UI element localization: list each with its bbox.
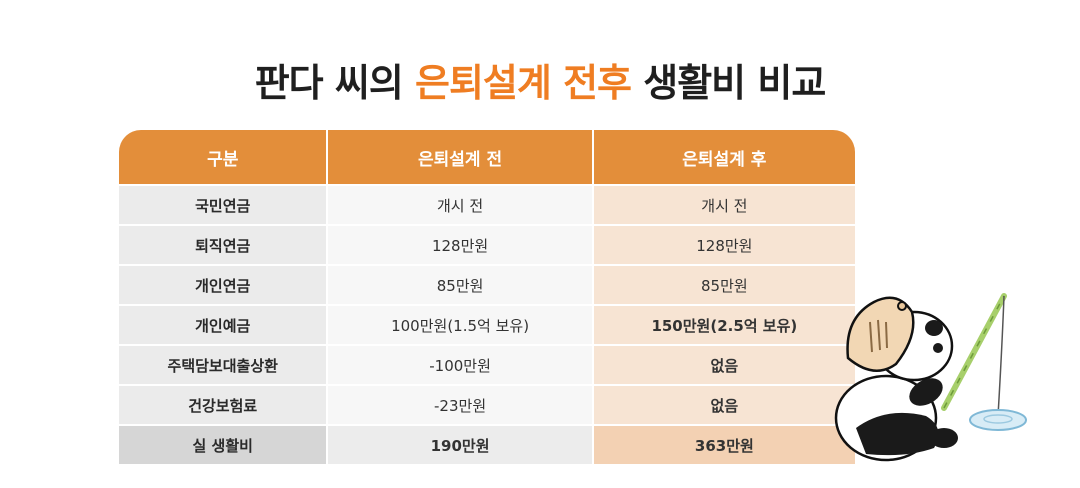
before-value: 100만원(1.5억 보유): [328, 306, 594, 344]
row-label: 주택담보대출상환: [119, 346, 329, 384]
after-value: 없음: [593, 346, 855, 384]
before-value: 190만원: [328, 426, 594, 464]
before-value: 85만원: [328, 266, 594, 304]
page-title: 판다 씨의 은퇴설계 전후 생활비 비교: [0, 52, 1080, 107]
row-label: 건강보험료: [119, 386, 329, 424]
after-value: 없음: [593, 386, 855, 424]
header-before: 은퇴설계 전: [328, 130, 594, 184]
header-after: 은퇴설계 후: [593, 130, 855, 184]
total-row: 실 생활비 190만원 363만원: [119, 424, 855, 464]
header-category: 구분: [119, 130, 329, 184]
table-row: 주택담보대출상환 -100만원 없음: [119, 344, 855, 384]
row-label: 국민연금: [119, 186, 329, 224]
after-value: 363만원: [593, 426, 855, 464]
table-row: 퇴직연금 128만원 128만원: [119, 224, 855, 264]
row-label: 퇴직연금: [119, 226, 329, 264]
before-value: -23만원: [328, 386, 594, 424]
row-label: 개인예금: [119, 306, 329, 344]
title-part2: 생활비 비교: [643, 61, 826, 105]
table-row: 국민연금 개시 전 개시 전: [119, 184, 855, 224]
after-value: 128만원: [593, 226, 855, 264]
row-label: 개인연금: [119, 266, 329, 304]
after-value: 85만원: [593, 266, 855, 304]
table-row: 개인연금 85만원 85만원: [119, 264, 855, 304]
after-value: 개시 전: [593, 186, 855, 224]
before-value: 개시 전: [328, 186, 594, 224]
before-value: 128만원: [328, 226, 594, 264]
after-value: 150만원(2.5억 보유): [593, 306, 855, 344]
panda-fishing-icon: [834, 293, 1027, 462]
title-highlight: 은퇴설계 전후: [415, 61, 632, 105]
comparison-table: 구분 은퇴설계 전 은퇴설계 후 국민연금 개시 전 개시 전 퇴직연금 128…: [119, 130, 855, 464]
table-row: 개인예금 100만원(1.5억 보유) 150만원(2.5억 보유): [119, 304, 855, 344]
table-row: 건강보험료 -23만원 없음: [119, 384, 855, 424]
row-label: 실 생활비: [119, 426, 329, 464]
title-part1: 판다 씨의: [254, 61, 404, 105]
before-value: -100만원: [328, 346, 594, 384]
table-header-row: 구분 은퇴설계 전 은퇴설계 후: [119, 130, 855, 184]
